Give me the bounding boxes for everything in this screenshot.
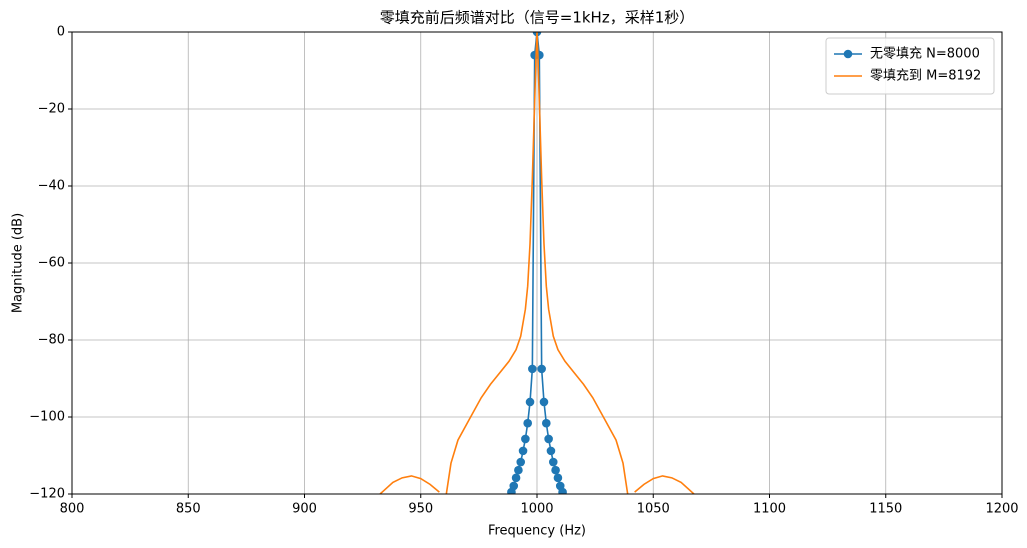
x-tick-label: 1050	[637, 502, 670, 517]
point	[525, 397, 535, 407]
x-axis-label: Frequency (Hz)	[488, 524, 586, 539]
point	[518, 446, 528, 456]
chart-title: 零填充前后频谱对比（信号=1kHz，采样1秒）	[380, 9, 695, 27]
legend: 无零填充 N=8000 零填充到 M=8192	[825, 37, 995, 95]
point	[558, 487, 567, 494]
point	[548, 457, 558, 467]
point	[523, 418, 532, 428]
point	[528, 364, 537, 374]
point	[537, 364, 546, 374]
y-tick-label: −120	[29, 487, 65, 502]
x-tick-label: 800	[60, 502, 85, 517]
point	[544, 434, 553, 444]
point	[542, 418, 551, 428]
y-tick-label: −80	[38, 333, 65, 348]
x-tick-label: 950	[408, 502, 433, 517]
series-line	[379, 32, 695, 494]
point	[516, 457, 526, 467]
legend-label: 零填充到 M=8192	[870, 68, 981, 84]
legend-marker	[843, 49, 853, 59]
x-tick-label: 1200	[985, 502, 1018, 517]
y-tick-label: −40	[38, 179, 65, 194]
x-tick-label: 900	[292, 502, 317, 517]
plot-area	[379, 32, 695, 494]
x-tick-label: 850	[176, 502, 201, 517]
legend-box	[825, 37, 995, 95]
point	[553, 473, 563, 483]
point	[546, 446, 556, 456]
y-tick-label: 0	[57, 25, 65, 40]
y-tick-label: −60	[38, 256, 65, 271]
point	[551, 465, 560, 475]
point	[539, 397, 549, 407]
y-axis-label: Magnitude (dB)	[11, 213, 26, 313]
x-tick-label: 1100	[753, 502, 786, 517]
y-tick-label: −20	[38, 102, 65, 117]
point	[511, 473, 521, 483]
point	[521, 434, 530, 444]
x-tick-label: 1150	[869, 502, 902, 517]
legend-label: 无零填充 N=8000	[870, 46, 980, 62]
point	[509, 481, 519, 491]
x-tick-label: 1000	[520, 502, 553, 517]
point	[514, 465, 523, 475]
y-tick-label: −100	[29, 410, 65, 425]
